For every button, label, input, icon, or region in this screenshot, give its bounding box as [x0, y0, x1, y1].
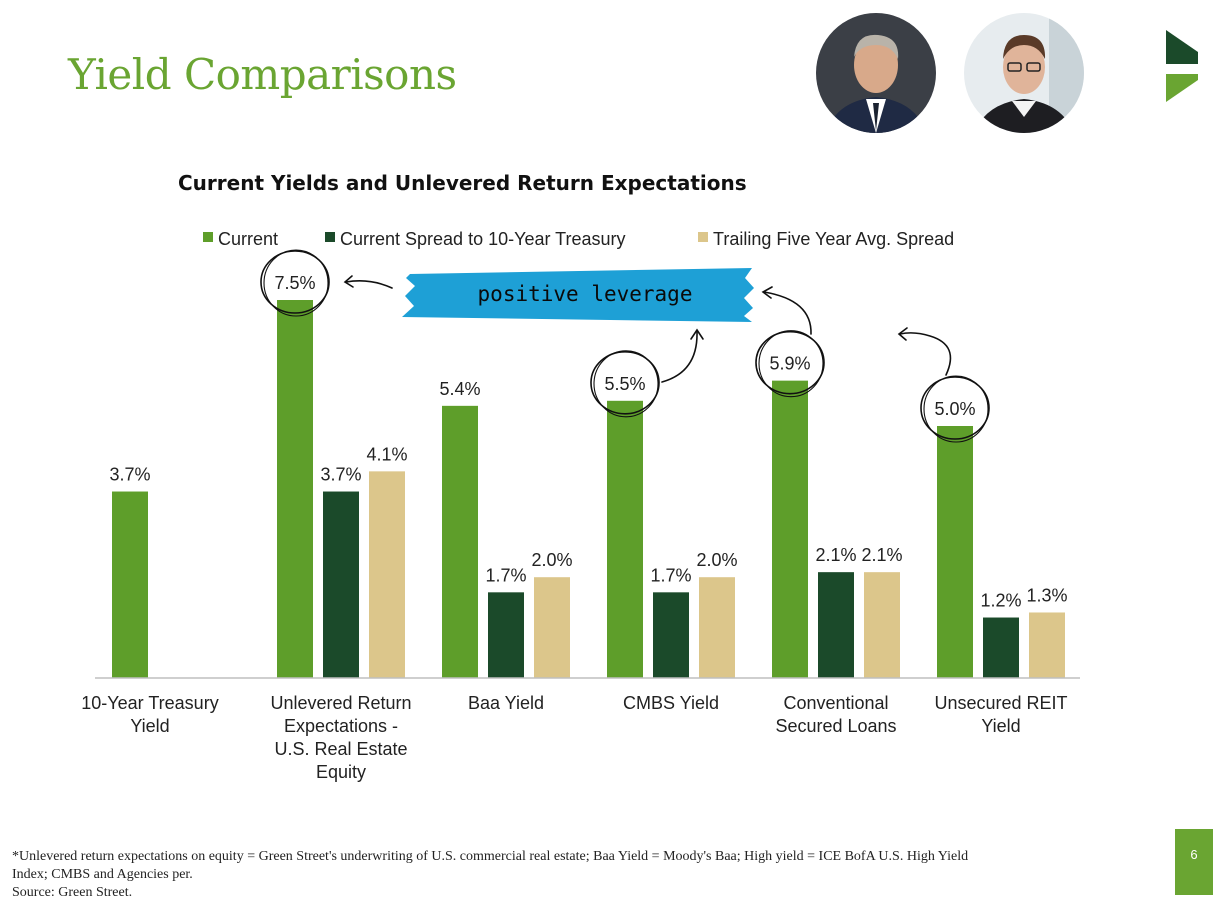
arrow-from-conventional	[763, 291, 812, 335]
category-label-1-line-1: Expectations -	[284, 716, 398, 736]
highlight-circle-stroke-4	[758, 330, 824, 398]
legend-label-current: Current	[218, 229, 278, 249]
category-label-3-line-0: CMBS Yield	[623, 693, 719, 713]
arrow-from-reit	[899, 332, 952, 376]
chart-bars	[112, 300, 1065, 678]
value-label-avg-spread-1: 4.1%	[366, 444, 407, 464]
legend-swatch-spread	[325, 232, 335, 242]
highlight-circle-3	[590, 351, 660, 415]
chart-title: Current Yields and Unlevered Return Expe…	[178, 171, 747, 195]
highlight-circle-stroke-3	[593, 350, 659, 418]
legend-swatch-current	[203, 232, 213, 242]
bar-current-0	[112, 491, 148, 678]
category-label-5-line-1: Yield	[981, 716, 1020, 736]
bar-avg-spread-5	[1029, 612, 1065, 678]
value-label-avg-spread-5: 1.3%	[1026, 585, 1067, 605]
legend-swatch-avg-spread	[698, 232, 708, 242]
bar-avg-spread-2	[534, 577, 570, 678]
annotation-arrows	[343, 275, 952, 383]
callout-text: positive leverage	[478, 282, 693, 306]
yield-comparison-chart: Current Yields and Unlevered Return Expe…	[81, 171, 1080, 782]
value-label-current-5: 5.0%	[934, 399, 975, 419]
circled-value-highlights	[260, 249, 990, 443]
category-label-0-line-0: 10-Year Treasury	[81, 693, 218, 713]
value-label-avg-spread-2: 2.0%	[531, 550, 572, 570]
footnote-line-2: Index; CMBS and Agencies per.	[12, 867, 193, 882]
value-label-current-2: 5.4%	[439, 379, 480, 399]
speaker-2-avatar	[964, 13, 1084, 133]
bar-spread-4	[818, 572, 854, 678]
highlight-circle-stroke-1	[263, 249, 329, 317]
bar-current-1	[277, 300, 313, 678]
page-number: 6	[1175, 829, 1213, 895]
value-label-spread-2: 1.7%	[485, 565, 526, 585]
value-label-spread-4: 2.1%	[815, 545, 856, 565]
highlight-circle-1	[260, 250, 330, 314]
chart-value-labels: 3.7%7.5%3.7%4.1%5.4%1.7%2.0%5.5%1.7%2.0%…	[109, 273, 1067, 611]
highlight-circle-4	[755, 330, 825, 395]
bar-spread-2	[488, 592, 524, 678]
company-logo	[1166, 30, 1198, 102]
value-label-current-0: 3.7%	[109, 465, 150, 485]
bar-current-5	[937, 426, 973, 678]
speaker-1-avatar	[816, 13, 936, 133]
footnote: *Unlevered return expectations on equity…	[12, 848, 1142, 896]
chart-category-labels: 10-Year Treasury Yield Unlevered Return Exp…	[81, 693, 1067, 782]
chart-legend: Current Current Spread to 10-Year Treasu…	[203, 229, 954, 249]
arrow-to-unlevered	[345, 280, 393, 289]
arrow-from-cmbs	[661, 331, 698, 383]
category-label-2-line-0: Baa Yield	[468, 693, 544, 713]
value-label-current-3: 5.5%	[604, 374, 645, 394]
value-label-spread-1: 3.7%	[320, 465, 361, 485]
footnote-line-3: Source: Green Street.	[12, 885, 133, 896]
value-label-current-1: 7.5%	[274, 273, 315, 293]
category-label-1-line-2: U.S. Real Estate	[274, 739, 407, 759]
value-label-avg-spread-3: 2.0%	[696, 550, 737, 570]
bar-avg-spread-1	[369, 471, 405, 678]
legend-label-avg-spread: Trailing Five Year Avg. Spread	[713, 229, 954, 249]
positive-leverage-callout: positive leverage	[402, 268, 754, 322]
category-label-4-line-0: Conventional	[783, 693, 888, 713]
bar-current-4	[772, 380, 808, 678]
footnote-line-1: *Unlevered return expectations on equity…	[12, 849, 969, 864]
category-label-1-line-0: Unlevered Return	[270, 693, 411, 713]
bar-spread-3	[653, 592, 689, 678]
value-label-spread-3: 1.7%	[650, 565, 691, 585]
slide-title: Yield Comparisons	[68, 50, 457, 99]
bar-spread-5	[983, 617, 1019, 678]
category-label-4-line-1: Secured Loans	[775, 716, 896, 736]
bar-avg-spread-4	[864, 572, 900, 678]
value-label-current-4: 5.9%	[769, 354, 810, 374]
bar-avg-spread-3	[699, 577, 735, 678]
legend-label-spread: Current Spread to 10-Year Treasury	[340, 229, 626, 249]
category-label-1-line-3: Equity	[316, 762, 366, 782]
bar-current-3	[607, 400, 643, 678]
highlight-circle-stroke-5	[923, 375, 989, 443]
value-label-avg-spread-4: 2.1%	[861, 545, 902, 565]
category-label-5-line-0: Unsecured REIT	[934, 693, 1067, 713]
highlight-circle-5	[920, 376, 990, 440]
bar-current-2	[442, 405, 478, 678]
bar-spread-1	[323, 491, 359, 678]
category-label-0-line-1: Yield	[130, 716, 169, 736]
value-label-spread-5: 1.2%	[980, 591, 1021, 611]
